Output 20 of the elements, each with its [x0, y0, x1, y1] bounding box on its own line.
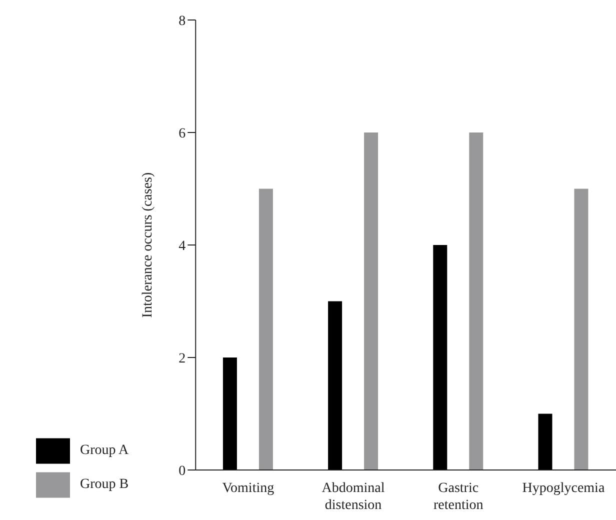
bar: [222, 358, 237, 470]
y-tick-label: 6: [178, 126, 186, 142]
x-tick-label: Abdominal distension: [322, 481, 385, 513]
bar: [469, 132, 484, 470]
bar: [538, 414, 552, 470]
y-tick-label: 2: [178, 351, 186, 366]
x-tick-label: Vomiting: [222, 481, 274, 496]
legend-label: Group A: [80, 443, 129, 458]
y-tick-label: 8: [178, 14, 186, 29]
bar: [574, 188, 588, 470]
y-axis-title: Intolerance occurs (cases): [140, 172, 156, 318]
x-tick-label: Gastric retention: [433, 481, 484, 513]
bar: [258, 188, 273, 470]
bar: [433, 245, 448, 470]
x-tick-label: Hypoglycemia: [522, 481, 606, 496]
y-tick-label: 0: [178, 464, 186, 479]
bar: [364, 132, 378, 470]
y-tick-label: 4: [178, 238, 186, 254]
bar: [328, 301, 342, 470]
legend-label: Group B: [80, 477, 129, 492]
